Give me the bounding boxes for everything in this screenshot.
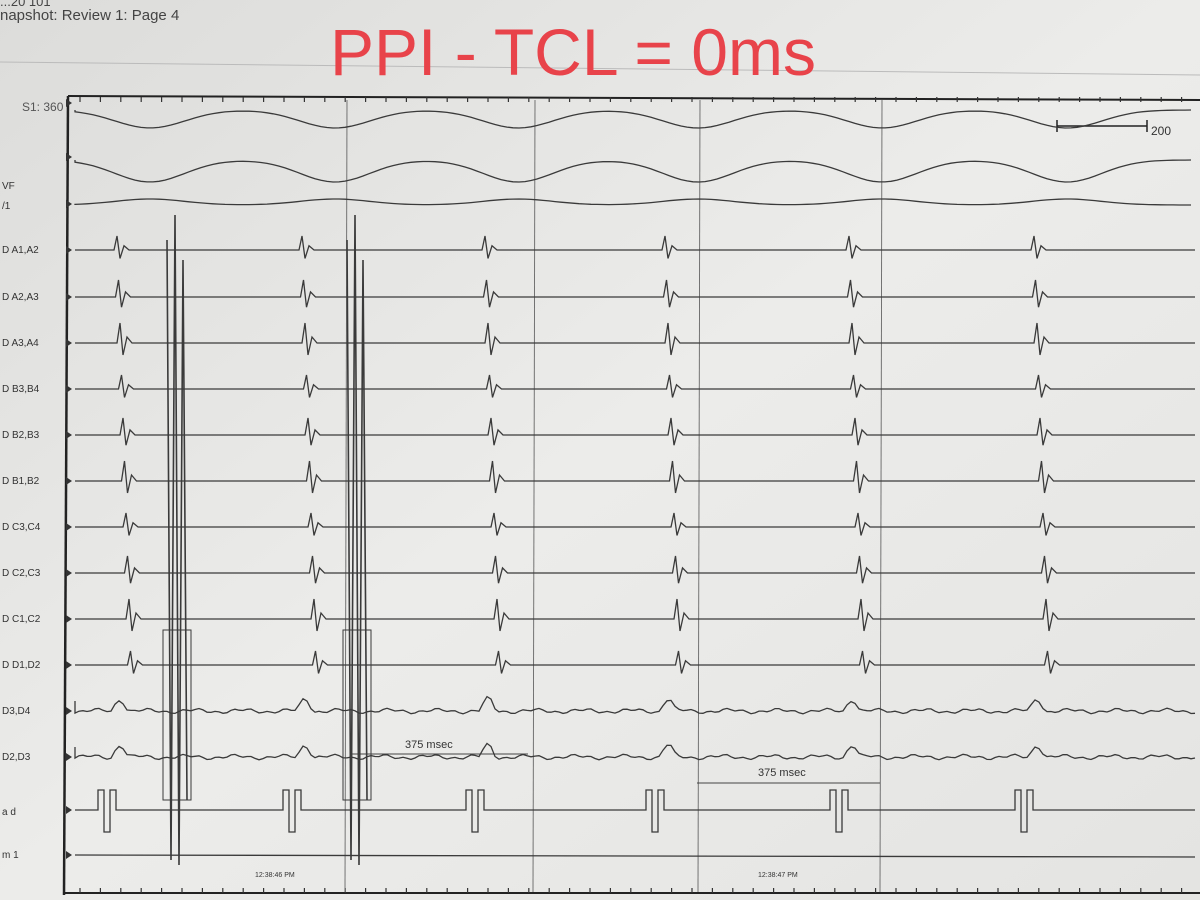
surface-lead-trace (74, 109, 1192, 129)
time-gridline (344, 99, 348, 893)
time-gridline (879, 99, 883, 893)
channel-marker-icon (66, 523, 72, 531)
surface-lead-trace (74, 159, 1192, 183)
channel-label: D C2,C3 (2, 568, 41, 579)
header-fragment: ...20 101 (0, 0, 51, 9)
pacing-artifact (346, 214, 368, 866)
stim-corner-label: S1: 360 (22, 100, 64, 114)
surface-lead-trace (74, 198, 1191, 206)
channel-marker-icon (66, 431, 72, 439)
channel-label: D A1,A2 (2, 245, 39, 256)
channel-label: D C1,C2 (2, 614, 41, 625)
stim-channel-trace (75, 789, 1195, 833)
electrogram-trace (75, 322, 1195, 356)
channel-label: D2,D3 (2, 752, 31, 763)
timestamp-label: 12:38:46 PM (255, 872, 295, 879)
stim-channel-trace (74, 854, 1196, 858)
channel-label: D D1,D2 (2, 660, 41, 671)
electrogram-trace (75, 555, 1195, 584)
channel-marker-icon (66, 569, 72, 577)
channel-label: /1 (2, 201, 11, 212)
electrogram-trace (75, 235, 1195, 259)
electrogram-trace (74, 742, 1196, 761)
channel-marker-icon (66, 153, 72, 161)
channel-label: a d (2, 807, 16, 818)
pacing-artifact (342, 629, 372, 801)
channel-label: m 1 (2, 850, 19, 861)
channel-label: VF (2, 181, 15, 192)
channel-label: D B2,B3 (2, 430, 40, 441)
ecg-traces (74, 109, 1196, 866)
recording-frame (62, 95, 1200, 896)
frame-top-border (67, 95, 1200, 101)
electrogram-trace (74, 695, 1196, 715)
electrogram-trace (75, 460, 1195, 494)
channel-marker-icon (66, 293, 72, 301)
snapshot-title: napshot: Review 1: Page 4 (0, 7, 180, 24)
channel-marker-icon (66, 200, 72, 208)
channel-marker-icon (66, 99, 72, 107)
channel-label: D B1,B2 (2, 476, 40, 487)
timestamp-label: 12:38:47 PM (758, 872, 798, 879)
channel-label: D B3,B4 (2, 384, 40, 395)
electrogram-trace (75, 417, 1195, 446)
ppi-tcl-annotation: PPI - TCL = 0ms (330, 15, 816, 89)
channel-marker-icon (66, 477, 72, 485)
channel-marker-icon (66, 246, 72, 254)
measurement-label: 375 msec (758, 767, 806, 779)
channel-label: D C3,C4 (2, 522, 41, 533)
channel-marker-icon (66, 615, 72, 623)
pacing-artifact (166, 214, 188, 866)
channel-label: D A2,A3 (2, 292, 39, 303)
scale-bar (1056, 120, 1148, 132)
channel-marker-icon (66, 851, 72, 859)
channel-marker-icon (66, 707, 72, 715)
electrogram-trace (75, 279, 1195, 308)
electrogram-trace (75, 512, 1195, 536)
channel-marker-icon (66, 753, 72, 761)
scale-bar-label: 200 (1151, 124, 1172, 138)
time-gridline (532, 99, 536, 893)
channel-marker-icon (66, 385, 72, 393)
channel-label: D A3,A4 (2, 338, 39, 349)
measurement-label: 375 msec (405, 739, 453, 751)
electrogram-trace (75, 374, 1195, 398)
channel-label: D3,D4 (2, 706, 31, 717)
frame-left-border (62, 95, 70, 896)
channel-marker-icon (66, 806, 72, 814)
channel-marker-icon (66, 339, 72, 347)
channel-marker-icon (66, 661, 72, 669)
pacing-artifact (162, 629, 192, 801)
electrogram-trace (75, 598, 1195, 632)
